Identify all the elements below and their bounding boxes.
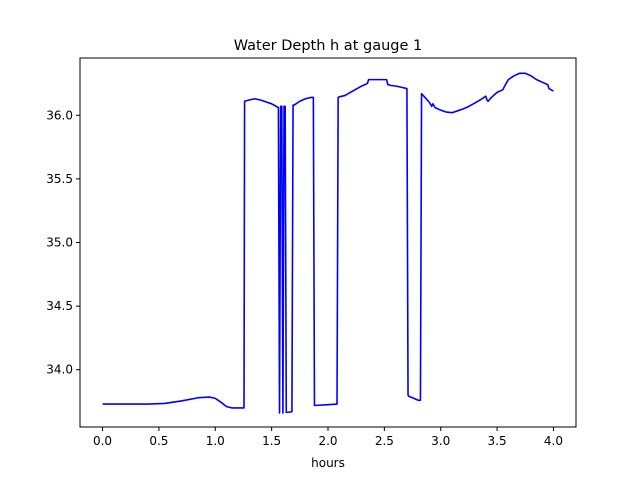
plot-frame bbox=[79, 57, 577, 428]
x-tick-label: 4.0 bbox=[544, 434, 563, 448]
x-tick-label: 3.0 bbox=[431, 434, 450, 448]
y-tick-label: 34.0 bbox=[46, 363, 73, 377]
x-tick-label: 3.5 bbox=[488, 434, 507, 448]
x-axis: 0.0 0.5 1.0 1.5 2.0 2.5 3.0 3.5 4.0 bbox=[93, 427, 563, 448]
plot-area bbox=[102, 72, 554, 414]
y-tick-label: 35.5 bbox=[46, 172, 73, 186]
y-tick-label: 34.5 bbox=[46, 299, 73, 313]
x-axis-label: hours bbox=[311, 456, 345, 470]
x-tick-label: 0.0 bbox=[93, 434, 112, 448]
x-tick-label: 0.5 bbox=[149, 434, 168, 448]
y-tick-label: 36.0 bbox=[46, 108, 73, 122]
y-axis: 34.0 34.5 35.0 35.5 36.0 bbox=[46, 108, 80, 377]
chart-title: Water Depth h at gauge 1 bbox=[234, 38, 422, 54]
x-tick-label: 1.0 bbox=[206, 434, 225, 448]
x-tick-label: 1.5 bbox=[262, 434, 281, 448]
y-tick-label: 35.0 bbox=[46, 236, 73, 250]
x-tick-label: 2.0 bbox=[318, 434, 337, 448]
x-tick-label: 2.5 bbox=[375, 434, 394, 448]
series-line bbox=[102, 72, 554, 414]
